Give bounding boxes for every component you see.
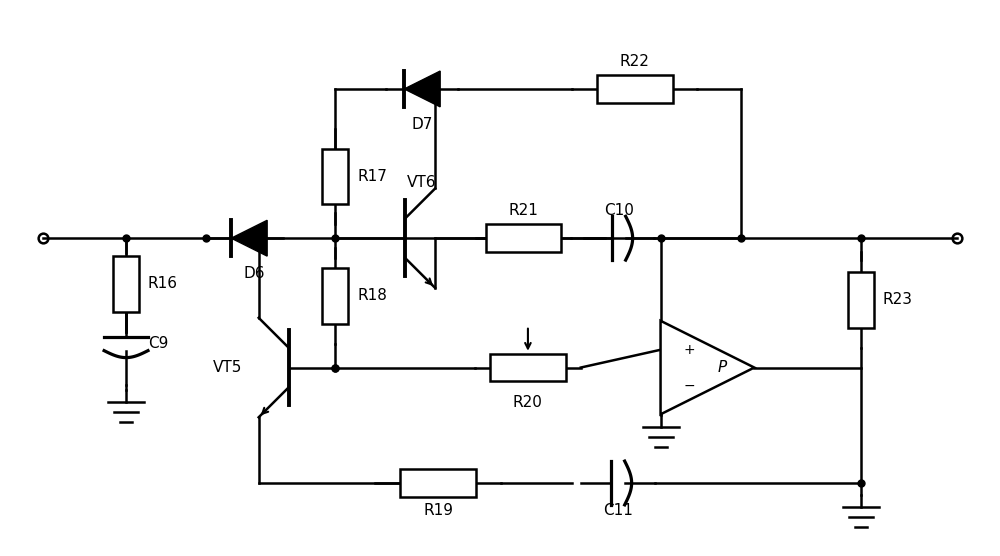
Bar bbox=[113, 256, 139, 312]
Polygon shape bbox=[231, 220, 267, 256]
Text: C11: C11 bbox=[603, 503, 633, 518]
Bar bbox=[486, 224, 561, 252]
Text: P: P bbox=[718, 360, 727, 375]
Bar bbox=[322, 148, 348, 205]
Text: R22: R22 bbox=[620, 54, 650, 69]
Text: D7: D7 bbox=[412, 117, 433, 132]
Polygon shape bbox=[404, 71, 440, 107]
Text: VT6: VT6 bbox=[407, 176, 437, 191]
Bar bbox=[490, 354, 566, 381]
Text: R17: R17 bbox=[357, 169, 387, 184]
Text: C10: C10 bbox=[604, 203, 634, 219]
Text: R18: R18 bbox=[357, 289, 387, 304]
Text: R19: R19 bbox=[423, 503, 453, 518]
Text: −: − bbox=[684, 379, 695, 393]
Bar bbox=[597, 75, 673, 103]
Bar bbox=[848, 272, 874, 327]
Text: R16: R16 bbox=[148, 276, 178, 291]
Polygon shape bbox=[661, 321, 754, 414]
Text: D6: D6 bbox=[243, 266, 265, 281]
Bar bbox=[322, 268, 348, 324]
Text: C9: C9 bbox=[148, 336, 168, 351]
Text: R21: R21 bbox=[508, 203, 538, 219]
Bar bbox=[400, 469, 476, 497]
Text: R20: R20 bbox=[513, 395, 543, 410]
Text: R23: R23 bbox=[883, 292, 913, 307]
Text: VT5: VT5 bbox=[213, 360, 243, 375]
Text: +: + bbox=[684, 342, 695, 356]
